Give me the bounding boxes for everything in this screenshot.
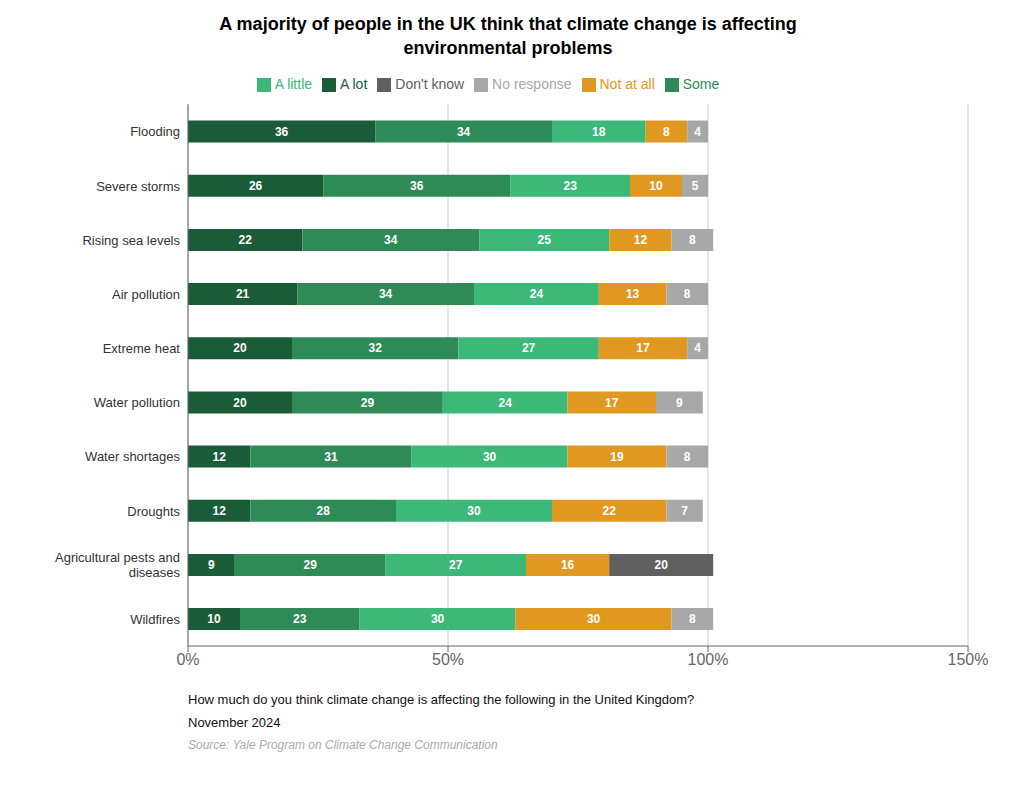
svg-text:Water pollution: Water pollution <box>94 395 180 410</box>
svg-text:29: 29 <box>361 396 375 410</box>
svg-text:Rising sea levels: Rising sea levels <box>82 232 180 247</box>
svg-text:8: 8 <box>663 125 670 139</box>
svg-text:24: 24 <box>530 287 544 301</box>
svg-text:150%: 150% <box>948 651 989 668</box>
svg-text:Severe storms: Severe storms <box>96 178 180 193</box>
svg-text:17: 17 <box>605 396 619 410</box>
svg-text:8: 8 <box>689 612 696 626</box>
svg-text:Flooding: Flooding <box>130 124 180 139</box>
svg-text:22: 22 <box>239 233 253 247</box>
svg-text:28: 28 <box>317 504 331 518</box>
svg-text:27: 27 <box>449 558 463 572</box>
svg-text:Air pollution: Air pollution <box>112 286 180 301</box>
svg-text:32: 32 <box>369 341 383 355</box>
svg-text:12: 12 <box>213 504 227 518</box>
svg-text:30: 30 <box>483 450 497 464</box>
svg-text:30: 30 <box>431 612 445 626</box>
html-text:A majority of people in the UK: A majority of people in the UK think tha… <box>219 14 797 58</box>
svg-text:10: 10 <box>207 612 221 626</box>
svg-text:5: 5 <box>692 179 699 193</box>
svg-text:30: 30 <box>467 504 481 518</box>
svg-text:20: 20 <box>655 558 669 572</box>
html-text:Don't know: Don't know <box>395 76 465 92</box>
html-text:A lot: A lot <box>340 76 368 92</box>
svg-text:22: 22 <box>603 504 617 518</box>
svg-text:25: 25 <box>538 233 552 247</box>
html-text:No response: No response <box>492 76 572 92</box>
svg-text:24: 24 <box>499 396 513 410</box>
svg-text:21: 21 <box>236 287 250 301</box>
svg-text:4: 4 <box>694 125 701 139</box>
html-text:November 2024: November 2024 <box>188 715 281 730</box>
svg-text:Droughts: Droughts <box>127 503 180 518</box>
svg-text:7: 7 <box>681 504 688 518</box>
svg-text:27: 27 <box>522 341 536 355</box>
svg-text:23: 23 <box>293 612 307 626</box>
svg-text:12: 12 <box>634 233 648 247</box>
svg-text:8: 8 <box>684 287 691 301</box>
svg-text:34: 34 <box>379 287 393 301</box>
svg-text:50%: 50% <box>432 651 464 668</box>
svg-text:23: 23 <box>564 179 578 193</box>
svg-text:26: 26 <box>249 179 263 193</box>
html-text:A little: A little <box>274 76 312 92</box>
svg-text:19: 19 <box>610 450 624 464</box>
svg-text:12: 12 <box>213 450 227 464</box>
svg-text:34: 34 <box>457 125 471 139</box>
svg-text:29: 29 <box>304 558 318 572</box>
svg-text:36: 36 <box>410 179 424 193</box>
html-text:Source: Yale Program on Climat: Source: Yale Program on Climate Change C… <box>188 738 498 752</box>
svg-text:9: 9 <box>676 396 683 410</box>
svg-text:9: 9 <box>208 558 215 572</box>
svg-text:34: 34 <box>384 233 398 247</box>
svg-text:20: 20 <box>233 396 247 410</box>
svg-text:Extreme heat: Extreme heat <box>103 341 181 356</box>
svg-text:16: 16 <box>561 558 575 572</box>
html-text:How much do you think climate: How much do you think climate change is … <box>188 692 695 707</box>
svg-text:17: 17 <box>636 341 650 355</box>
svg-text:36: 36 <box>275 125 289 139</box>
svg-text:Agricultural pests anddiseases: Agricultural pests anddiseases <box>55 550 181 580</box>
html-text:Not at all: Not at all <box>599 76 655 92</box>
svg-text:10: 10 <box>649 179 663 193</box>
svg-text:31: 31 <box>324 450 338 464</box>
svg-text:8: 8 <box>689 233 696 247</box>
svg-text:Water shortages: Water shortages <box>85 449 180 464</box>
svg-text:8: 8 <box>684 450 691 464</box>
svg-text:30: 30 <box>587 612 601 626</box>
svg-text:4: 4 <box>694 341 701 355</box>
svg-text:0%: 0% <box>176 651 199 668</box>
svg-text:100%: 100% <box>688 651 729 668</box>
svg-text:18: 18 <box>592 125 606 139</box>
svg-text:13: 13 <box>626 287 640 301</box>
svg-text:Wildfires: Wildfires <box>130 611 180 626</box>
svg-text:20: 20 <box>233 341 247 355</box>
html-text:Some: Some <box>682 76 720 92</box>
